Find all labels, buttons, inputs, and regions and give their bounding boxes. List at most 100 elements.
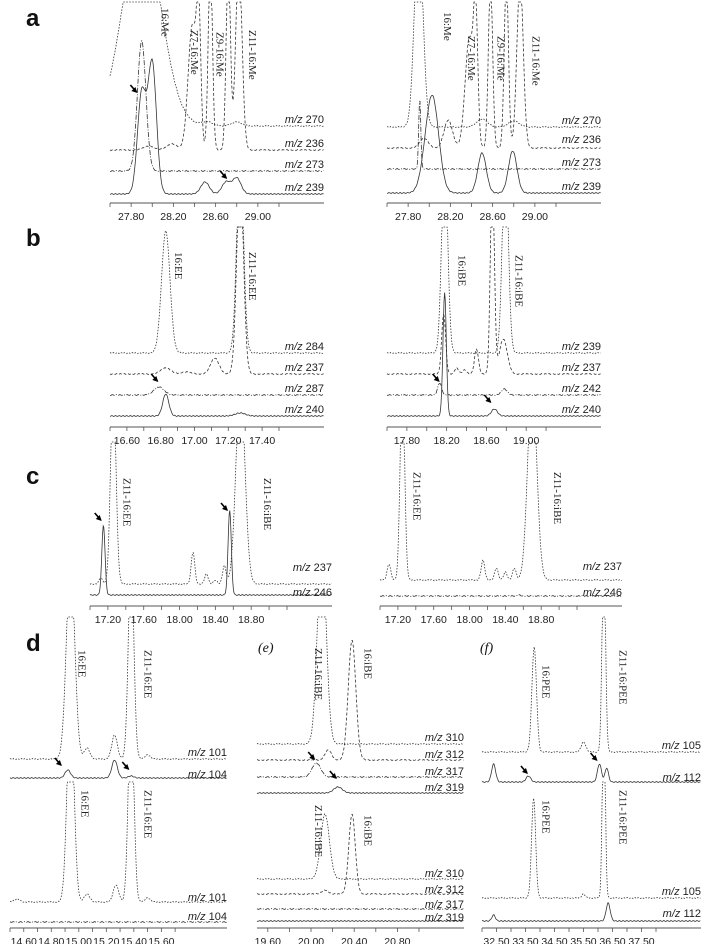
peak-label: 16:PEE bbox=[540, 665, 552, 699]
trace-m-z-273 bbox=[386, 100, 601, 170]
trace-label: m/z 240 bbox=[285, 404, 324, 416]
chart-d-top: m/z 101 m/z 104 16:EE Z11-16:EE bbox=[9, 616, 227, 781]
panel-letter-d: d bbox=[26, 630, 41, 657]
trace-m-z-312 bbox=[256, 814, 464, 895]
trace-m-z-284 bbox=[109, 226, 324, 354]
trace-label: m/z 287 bbox=[285, 383, 324, 395]
trace-label: m/z 270 bbox=[562, 115, 601, 127]
chart-a-right: m/z 270 m/z 236 m/z 273 m/z 239 16:Me Z7-16:M… bbox=[386, 1, 601, 223]
x-tick-label: 29.00 bbox=[245, 211, 271, 223]
x-tick-label: 18.80 bbox=[528, 614, 554, 626]
peak-label: Z9-16:Me bbox=[213, 32, 225, 77]
trace-label: m/z 240 bbox=[562, 404, 601, 416]
peak-label: 16:iBE bbox=[362, 648, 374, 679]
trace-label: m/z 112 bbox=[663, 908, 701, 920]
x-tick-label: 28.20 bbox=[160, 211, 186, 223]
x-tick-label: 16.80 bbox=[148, 435, 174, 447]
panel-letter-e: (e) bbox=[258, 641, 274, 656]
x-tick-label: 20.80 bbox=[384, 936, 410, 944]
x-tick-label: 18.00 bbox=[456, 614, 482, 626]
arrow-icon bbox=[129, 84, 138, 93]
x-tick-label: 17.00 bbox=[181, 435, 207, 447]
trace-m-z-105 bbox=[481, 616, 701, 753]
trace-m-z-237 bbox=[379, 441, 622, 581]
arrow-icon bbox=[54, 757, 62, 766]
trace-label: m/z 239 bbox=[562, 341, 601, 353]
x-tick-label: 14.80 bbox=[38, 936, 64, 944]
panel-letter-b: b bbox=[26, 225, 41, 252]
peak-label: 16:EE bbox=[172, 252, 184, 280]
x-tick-label: 15.00 bbox=[66, 936, 92, 944]
trace-m-z-270 bbox=[386, 1, 601, 128]
trace-m-z-287 bbox=[109, 386, 324, 396]
trace-label: m/z 112 bbox=[663, 772, 701, 784]
peak-label: 16:EE bbox=[76, 650, 88, 678]
arrow-icon bbox=[121, 761, 130, 770]
trace-label: m/z 246 bbox=[583, 587, 622, 599]
trace-m-z-240 bbox=[109, 393, 324, 417]
x-tick-label: 19.60 bbox=[255, 936, 281, 944]
trace-m-z-246 bbox=[379, 594, 622, 597]
trace-label: m/z 270 bbox=[285, 114, 324, 126]
trace-m-z-246 bbox=[89, 510, 332, 596]
trace-label: m/z 237 bbox=[562, 362, 601, 374]
trace-label: m/z 105 bbox=[662, 886, 701, 898]
peak-label: Z11-16:PEE bbox=[616, 790, 628, 845]
trace-m-z-242 bbox=[386, 382, 601, 396]
arrow-icon bbox=[220, 502, 229, 511]
trace-label: m/z 312 bbox=[425, 749, 464, 761]
trace-m-z-236 bbox=[109, 1, 324, 151]
x-tick-label: 28.60 bbox=[479, 211, 505, 223]
panel-letter-c: c bbox=[26, 463, 40, 490]
chart-e-top: m/z 310 m/z 312 m/z 317 m/z 319 Z11-16:iBE 16… bbox=[256, 616, 464, 794]
trace-label: m/z 237 bbox=[583, 561, 622, 573]
trace-m-z-239 bbox=[386, 226, 601, 354]
arrow-icon bbox=[94, 512, 102, 521]
x-tick-label: 33.50 bbox=[512, 936, 538, 944]
x-tick-label: 18.00 bbox=[166, 614, 192, 626]
x-tick-label: 18.20 bbox=[434, 435, 460, 447]
trace-label: m/z 239 bbox=[285, 182, 324, 194]
peak-label: Z11-16:iBE bbox=[551, 472, 563, 524]
trace-label: m/z 104 bbox=[188, 769, 227, 781]
trace-m-z-239 bbox=[386, 95, 601, 194]
peak-label: 16:PEE bbox=[540, 800, 552, 834]
arrow-icon bbox=[483, 394, 492, 403]
trace-label: m/z 319 bbox=[425, 782, 464, 794]
trace-label: m/z 319 bbox=[425, 912, 464, 924]
x-tick-label: 20.40 bbox=[341, 936, 367, 944]
x-tick-label: 17.20 bbox=[385, 614, 411, 626]
x-tick-label: 17.20 bbox=[95, 614, 121, 626]
trace-m-z-319 bbox=[256, 920, 464, 922]
trace-m-z-239 bbox=[109, 58, 324, 195]
x-tick-label: 19.00 bbox=[513, 435, 539, 447]
x-tick-label: 37.50 bbox=[628, 936, 654, 944]
x-tick-label: 27.80 bbox=[118, 211, 144, 223]
chart-a-left: m/z 270 m/z 236 m/z 273 m/z 239 16:Me Z7-16:M… bbox=[109, 1, 324, 223]
peak-label: 16:Me bbox=[159, 8, 171, 37]
x-tick-label: 36.50 bbox=[599, 936, 625, 944]
peak-label: 16:iBE bbox=[362, 815, 374, 846]
trace-m-z-236 bbox=[386, 1, 601, 149]
trace-label: m/z 310 bbox=[425, 732, 464, 744]
peak-label: Z11-16:EE bbox=[246, 252, 258, 301]
trace-label: m/z 236 bbox=[562, 134, 601, 146]
peak-label: Z11-16:EE bbox=[411, 472, 423, 521]
chart-b-left: m/z 284 m/z 237 m/z 287 m/z 240 16:EE Z11-16:… bbox=[109, 226, 324, 447]
trace-label: m/z 273 bbox=[562, 157, 601, 169]
peak-label: Z11-16:iBE bbox=[512, 255, 524, 307]
trace-m-z-237 bbox=[89, 441, 332, 585]
x-tick-label: 18.60 bbox=[473, 435, 499, 447]
peak-label: Z11-16:EE bbox=[142, 650, 154, 699]
trace-m-z-310 bbox=[256, 813, 464, 880]
trace-label: m/z 312 bbox=[425, 884, 464, 896]
trace-m-z-112 bbox=[481, 902, 701, 922]
peak-label: Z11-16:iBE bbox=[261, 478, 273, 530]
peak-label: Z11-16:EE bbox=[121, 478, 133, 527]
trace-m-z-317 bbox=[256, 762, 464, 778]
x-tick-label: 28.60 bbox=[202, 211, 228, 223]
x-tick-label: 29.00 bbox=[522, 211, 548, 223]
x-tick-label: 28.20 bbox=[437, 211, 463, 223]
